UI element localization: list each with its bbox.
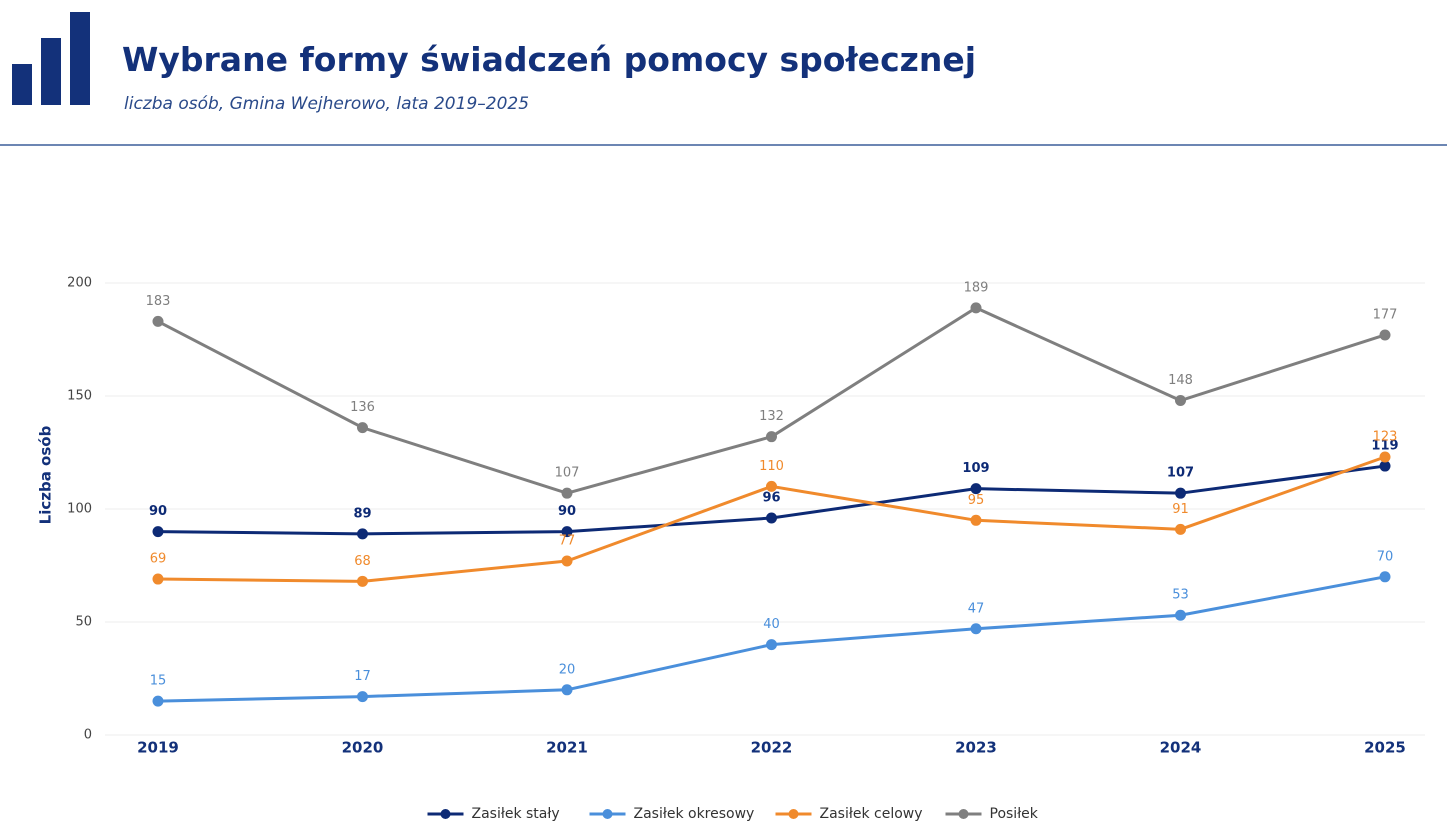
legend-marker — [788, 809, 799, 819]
data-label: 77 — [559, 533, 576, 548]
data-label: 90 — [558, 504, 576, 519]
data-label: 95 — [968, 493, 985, 508]
data-label: 110 — [759, 459, 784, 474]
point — [561, 487, 573, 499]
legend-label: Zasiłek stały — [472, 806, 560, 822]
y-tick-label: 150 — [67, 389, 92, 404]
legend-marker — [440, 809, 451, 819]
data-label: 183 — [146, 294, 171, 309]
data-label: 68 — [354, 554, 371, 569]
data-label: 177 — [1373, 307, 1398, 322]
point — [357, 691, 368, 703]
y-tick-label: 0 — [84, 728, 92, 743]
point — [561, 555, 573, 567]
data-label: 69 — [150, 552, 167, 567]
point — [1175, 395, 1186, 407]
y-axis-label: Liczba osób — [37, 425, 55, 524]
y-tick-label: 50 — [75, 615, 92, 630]
point — [561, 526, 573, 538]
point — [766, 480, 777, 492]
data-label: 53 — [1172, 588, 1189, 603]
data-label: 96 — [762, 491, 780, 506]
point — [152, 315, 164, 327]
y-tick-label: 200 — [67, 276, 92, 291]
point — [561, 684, 573, 696]
x-tick-label: 2023 — [955, 739, 997, 757]
point — [766, 639, 777, 651]
x-tick-label: 2021 — [546, 739, 588, 757]
separator — [0, 144, 1447, 146]
legend-label: Zasiłek okresowy — [634, 806, 755, 822]
data-label: 15 — [150, 674, 167, 689]
data-label: 119 — [1371, 439, 1398, 454]
point — [1175, 523, 1186, 535]
point — [357, 422, 368, 434]
point — [1379, 460, 1391, 472]
data-label: 89 — [353, 506, 371, 521]
data-label: 148 — [1168, 373, 1193, 388]
data-label: 91 — [1172, 502, 1189, 517]
x-tick-label: 2025 — [1364, 739, 1406, 757]
legend-label: Posiłek — [990, 806, 1039, 822]
point — [970, 302, 982, 314]
data-label: 109 — [962, 461, 989, 476]
y-tick-label: 100 — [67, 502, 92, 517]
point — [357, 528, 368, 540]
data-label: 40 — [763, 617, 780, 632]
series-line — [157, 575, 1386, 703]
point — [1379, 571, 1391, 583]
data-label: 90 — [149, 504, 167, 519]
title: Wybrane formy świadczeń pomocy społeczne… — [122, 40, 977, 79]
point — [970, 514, 982, 526]
point — [1379, 451, 1391, 463]
data-label: 123 — [1373, 430, 1398, 445]
data-label: 132 — [759, 409, 784, 424]
point — [766, 431, 777, 443]
point — [152, 573, 164, 585]
legend-marker — [602, 809, 613, 819]
point — [152, 526, 164, 538]
subtitle: liczba osób, Gmina Wejherowo, lata 2019–… — [124, 94, 530, 114]
data-label: 136 — [350, 400, 375, 415]
point — [766, 512, 777, 524]
x-tick-label: 2020 — [342, 739, 384, 757]
x-tick-label: 2024 — [1160, 739, 1202, 757]
x-tick-label: 2019 — [137, 739, 179, 757]
data-label: 189 — [964, 280, 989, 295]
point — [1175, 487, 1186, 499]
data-label: 107 — [1167, 466, 1194, 481]
point — [970, 483, 982, 495]
point — [970, 623, 982, 635]
logo — [12, 12, 90, 105]
point — [357, 575, 368, 587]
legend-label: Zasiłek celowy — [820, 806, 923, 822]
data-label: 107 — [555, 466, 580, 481]
point — [1175, 609, 1186, 621]
x-tick-label: 2022 — [751, 739, 793, 757]
legend-marker — [958, 809, 969, 819]
point — [1379, 329, 1391, 341]
point — [152, 695, 164, 707]
data-label: 17 — [354, 669, 371, 684]
data-label: 47 — [968, 601, 985, 616]
data-label: 70 — [1377, 549, 1394, 564]
data-label: 20 — [559, 662, 576, 677]
